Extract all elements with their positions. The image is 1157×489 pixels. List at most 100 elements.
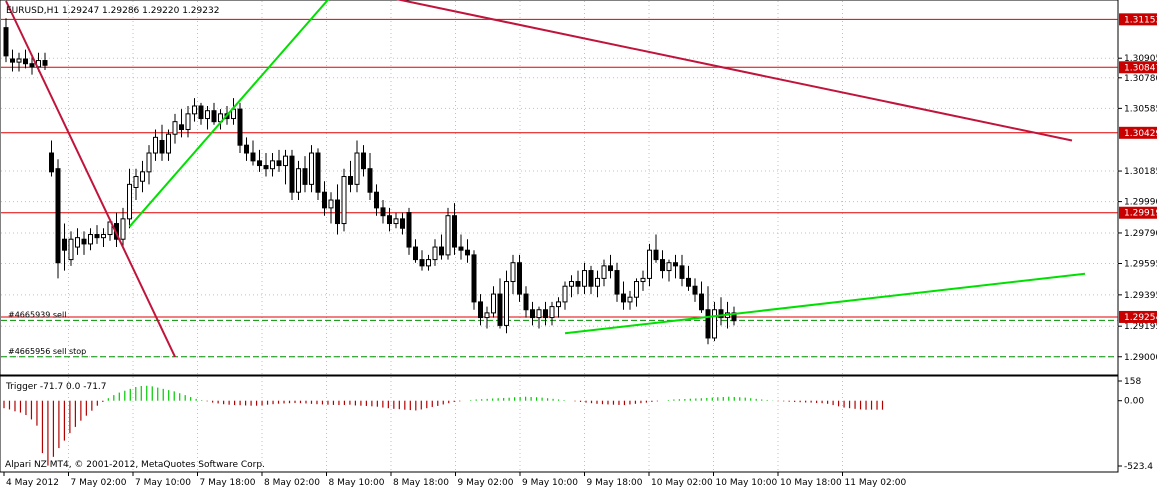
candle-body bbox=[179, 124, 184, 131]
time-tick-label: 7 May 02:00 bbox=[71, 478, 127, 488]
candle-body bbox=[159, 139, 165, 154]
candle-body bbox=[601, 265, 607, 279]
candle-body bbox=[88, 234, 93, 245]
candle-body bbox=[699, 293, 704, 311]
candle-body bbox=[387, 215, 392, 225]
candle-body bbox=[536, 309, 542, 319]
candle-body bbox=[172, 121, 178, 135]
candle-body bbox=[140, 171, 145, 182]
candle-body bbox=[478, 301, 483, 319]
order-label: #4665956 sell stop bbox=[8, 347, 86, 356]
candle-body bbox=[55, 168, 61, 264]
trend-lines bbox=[5, 0, 1086, 358]
candle-body bbox=[530, 309, 535, 319]
candle-body bbox=[523, 293, 529, 311]
time-axis: 4 May 2012 7 May 02:00 7 May 10:00 7 May 18… bbox=[3, 472, 907, 488]
price-level-tag bbox=[1119, 206, 1157, 219]
indicator-header: Trigger -71.7 0.0 -71.7 bbox=[5, 382, 107, 392]
time-tick-label: 9 May 10:00 bbox=[522, 478, 578, 488]
trend-line bbox=[5, 0, 176, 358]
price-level-tag bbox=[1119, 126, 1157, 139]
trend-line bbox=[395, 0, 1073, 142]
candle-body bbox=[101, 234, 106, 239]
price-level-label: 1.30847 bbox=[1124, 63, 1157, 73]
candle-body bbox=[660, 259, 665, 272]
candle-body bbox=[348, 176, 353, 185]
candle-body bbox=[731, 312, 737, 322]
candle-body bbox=[3, 27, 9, 57]
candle-body bbox=[263, 165, 269, 170]
candle-body bbox=[439, 246, 444, 256]
candle-body bbox=[153, 136, 158, 154]
candle-body bbox=[81, 238, 87, 245]
candle-body bbox=[510, 262, 516, 283]
indicator-tick-label: -523.4 bbox=[1124, 462, 1153, 472]
candle-body bbox=[62, 238, 67, 251]
price-tick-label: 1.30185 bbox=[1124, 167, 1157, 177]
price-tick-label: 1.30905 bbox=[1124, 54, 1157, 64]
price-levels bbox=[1, 18, 1118, 318]
candle-body bbox=[328, 199, 334, 209]
candle-body bbox=[653, 249, 659, 261]
candle-body bbox=[712, 309, 717, 339]
time-tick-label: 8 May 10:00 bbox=[329, 478, 385, 488]
candle-body bbox=[588, 270, 594, 287]
candle-body bbox=[718, 309, 724, 319]
candle-body bbox=[705, 309, 711, 339]
time-tick-label: 9 May 18:00 bbox=[587, 478, 643, 488]
candle-body bbox=[686, 277, 691, 287]
candle-body bbox=[361, 152, 366, 170]
candle-body bbox=[94, 234, 100, 239]
candle-body bbox=[432, 246, 438, 261]
indicator-pane bbox=[0, 375, 1119, 473]
candle-body bbox=[673, 262, 678, 267]
order-lines: #4665939 sell #4665956 sell stop bbox=[1, 310, 1118, 358]
candle-body bbox=[445, 215, 451, 256]
price-tick-label: 1.29000 bbox=[1124, 353, 1157, 363]
copyright-text: Alpari NZ MT4, © 2001-2012, MetaQuotes S… bbox=[5, 460, 265, 470]
candle-body bbox=[543, 309, 548, 319]
price-level-tag bbox=[1119, 310, 1157, 323]
price-level-tag bbox=[1119, 61, 1157, 74]
candle-body bbox=[465, 249, 470, 256]
candle-body bbox=[283, 155, 288, 167]
candle-body bbox=[608, 265, 613, 272]
candle-body bbox=[257, 160, 262, 167]
candle-body bbox=[562, 285, 568, 303]
candle-body bbox=[309, 152, 314, 185]
indicator-tick-label: 158 bbox=[1124, 377, 1141, 387]
candle-body bbox=[127, 183, 132, 220]
candle-body bbox=[68, 238, 74, 261]
order-label: #4665939 sell bbox=[8, 310, 66, 319]
time-tick-label: 9 May 02:00 bbox=[458, 478, 514, 488]
price-pane bbox=[0, 0, 1119, 376]
candle-body bbox=[10, 58, 15, 63]
candle-body bbox=[211, 110, 217, 123]
time-tick-label: 8 May 02:00 bbox=[264, 478, 320, 488]
price-level-tag bbox=[1119, 13, 1157, 26]
candle-body bbox=[627, 296, 633, 303]
candle-body bbox=[458, 246, 464, 251]
candle-body bbox=[185, 113, 191, 131]
candle-body bbox=[205, 110, 210, 120]
time-tick-label: 4 May 2012 bbox=[6, 478, 59, 488]
candle-body bbox=[244, 144, 249, 154]
candle-body bbox=[237, 108, 243, 146]
candle-body bbox=[497, 293, 503, 326]
price-axis: 1.30905 1.30780 1.30585 1.30185 1.29990 1.297… bbox=[1118, 54, 1157, 363]
candle-body bbox=[692, 285, 698, 295]
candle-body bbox=[634, 281, 639, 298]
time-tick-label: 7 May 18:00 bbox=[200, 478, 256, 488]
price-tick-label: 1.29395 bbox=[1124, 291, 1157, 301]
indicator-axis: 158 0.00 -523.4 bbox=[1118, 377, 1153, 472]
candle-body bbox=[400, 218, 405, 229]
price-tick-label: 1.29195 bbox=[1124, 322, 1157, 332]
candle-body bbox=[419, 259, 425, 267]
candle-body bbox=[296, 168, 301, 193]
candles bbox=[3, 18, 737, 345]
time-tick-label: 11 May 02:00 bbox=[845, 478, 907, 488]
candle-body bbox=[471, 254, 477, 303]
candle-body bbox=[380, 207, 386, 217]
trend-line bbox=[564, 272, 1086, 335]
